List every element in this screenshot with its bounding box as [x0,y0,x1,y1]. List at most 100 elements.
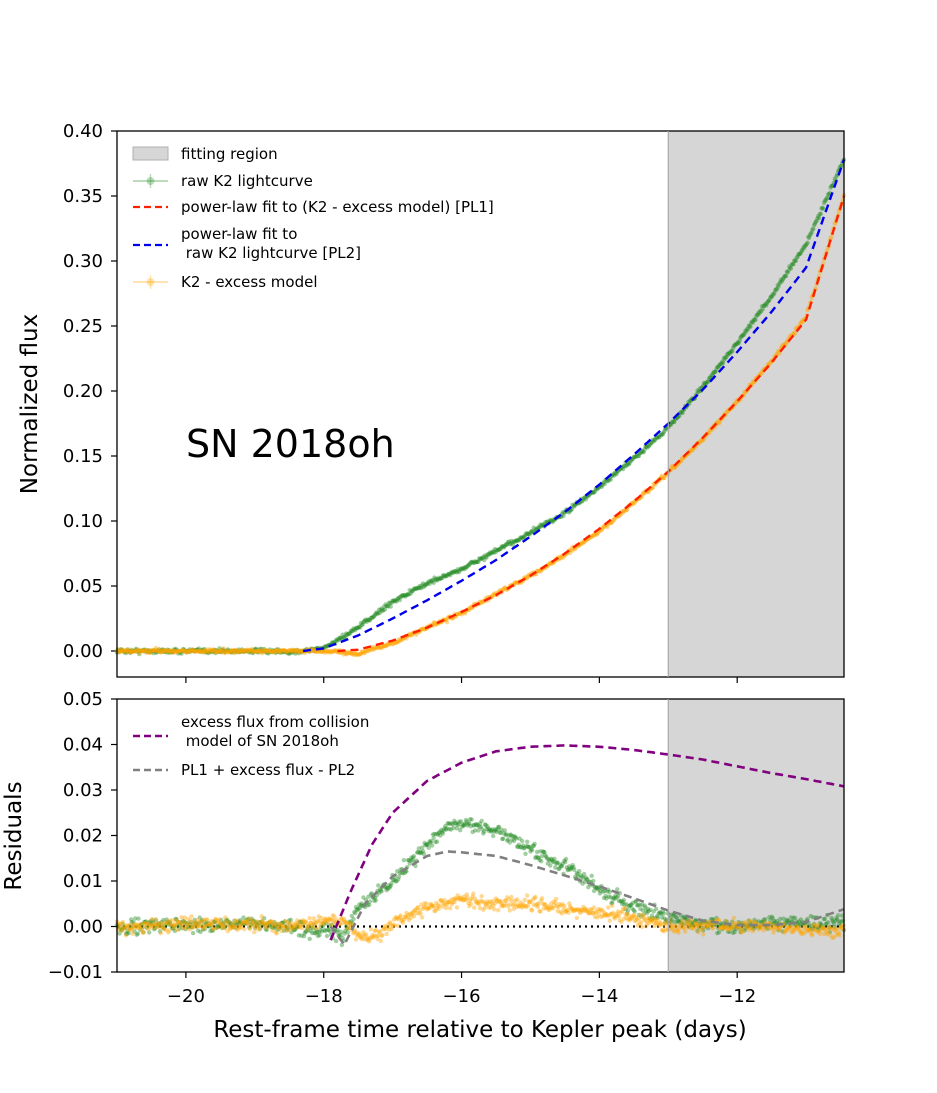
raw-k2-points-point [488,551,493,556]
raw-k2-points-point [431,580,436,585]
raw-k2-points-point [750,320,756,325]
raw-k2-points-point [346,631,351,636]
raw-k2-points-point [291,648,297,653]
residual-k2-minus-excess-points-point [204,917,210,922]
raw-k2-points-point [706,379,711,384]
residual-k2-minus-excess-points-point [130,931,135,936]
y-tick-label: 0.30 [63,251,103,272]
raw-k2-points-point [247,650,252,655]
residual-raw-k2-points-point [401,858,407,863]
raw-k2-points-point [446,572,451,577]
residual-raw-k2-points-point [502,828,507,833]
k2-minus-excess-points-point [396,637,402,642]
raw-k2-points-point [662,428,667,434]
raw-k2-points-point [139,648,144,653]
raw-k2-points-point [801,245,806,250]
raw-k2-points-point [453,569,458,574]
raw-k2-points-point [190,647,195,653]
raw-k2-points-point [423,583,428,588]
residual-k2-minus-excess-points-point [750,928,756,934]
raw-k2-points-point [658,432,664,437]
top-shaded-region [668,131,844,677]
k2-minus-excess-points-point [142,648,147,653]
raw-k2-points-point [780,277,785,282]
raw-k2-points-point [489,550,494,555]
k2-minus-excess-points-point [186,649,192,654]
residual-raw-k2-points-point [491,833,496,839]
residual-k2-minus-excess-points-point [424,901,429,906]
raw-k2-points-point [368,615,374,621]
raw-k2-points-point [383,602,388,607]
residual-k2-minus-excess-points-point [539,896,545,901]
raw-k2-points-point [298,649,303,654]
raw-k2-points-point [233,648,238,654]
raw-k2-points-point [789,262,794,267]
raw-k2-points-point [815,216,820,221]
k2-minus-excess-points-point [192,649,197,655]
k2-minus-excess-points-point [143,648,149,654]
k2-minus-excess-points-point [467,605,473,610]
raw-k2-points-point [241,649,246,654]
raw-k2-points-point [445,572,450,577]
raw-k2-points-point [757,311,762,316]
k2-minus-excess-points-point [124,647,130,652]
k2-minus-excess-points-point [255,648,260,653]
raw-k2-points-point [410,589,415,594]
k2-minus-excess-points-point [228,648,234,653]
residual-k2-minus-excess-points-point [525,893,530,898]
x-tick-label: −16 [443,986,481,1007]
raw-k2-points-point [752,317,757,322]
raw-k2-points-point [373,611,378,616]
raw-k2-points-point [345,632,350,637]
residual-raw-k2-points-point [333,938,339,944]
raw-k2-points-point [396,596,401,601]
raw-k2-points-point [238,649,244,654]
raw-k2-points-point [826,192,832,197]
raw-k2-points-point [182,648,187,654]
raw-k2-points-point [118,647,124,652]
raw-k2-points-point [152,648,158,654]
k2-minus-excess-points-point [280,649,285,654]
raw-k2-points-point [381,607,386,613]
raw-k2-points-point [407,588,412,593]
k2-minus-excess-points-point [310,647,316,652]
raw-k2-points-point [498,546,503,551]
residual-raw-k2-points-point [563,856,569,862]
k2-minus-excess-points-point [132,649,137,654]
k2-minus-excess-points-point [189,648,194,653]
raw-k2-points-point [632,454,637,460]
raw-k2-points-point [424,581,430,587]
raw-k2-points [114,157,847,657]
raw-k2-points-point [500,544,505,549]
k2-minus-excess-points-point [157,647,162,652]
raw-k2-points-point [804,241,809,247]
k2-minus-excess-points-point [240,649,245,654]
k2-minus-excess-points-point [314,649,319,654]
raw-k2-points-point [170,649,175,655]
raw-k2-points-point [452,569,457,574]
residual-k2-minus-excess-points-point [607,918,612,923]
raw-k2-points-point [481,554,486,560]
raw-k2-points-point [169,649,174,654]
k2-minus-excess-points-point [163,648,168,653]
raw-k2-points-point [749,320,754,325]
residual-k2-minus-excess-points-point [396,923,401,928]
raw-k2-points-point [522,534,527,539]
raw-k2-points-point [424,582,429,587]
k2-minus-excess-points-point [209,648,214,653]
raw-k2-points-point [389,600,394,606]
y-tick-label: 0.02 [63,826,103,847]
raw-k2-points-point [506,539,512,544]
raw-k2-points-point [443,573,449,578]
raw-k2-points-point [156,649,161,654]
raw-k2-points-point [646,444,651,449]
raw-k2-points-point [786,268,791,273]
raw-k2-points-point [174,648,179,654]
raw-k2-points-point [142,647,148,652]
residual-k2-minus-excess-points-point [398,913,403,918]
k2-minus-excess-points-point [175,649,180,654]
raw-k2-points-point [625,462,630,467]
k2-minus-excess-points-point [397,638,402,643]
raw-k2-points-point [599,484,604,490]
k2-minus-excess-points-point [195,649,201,654]
